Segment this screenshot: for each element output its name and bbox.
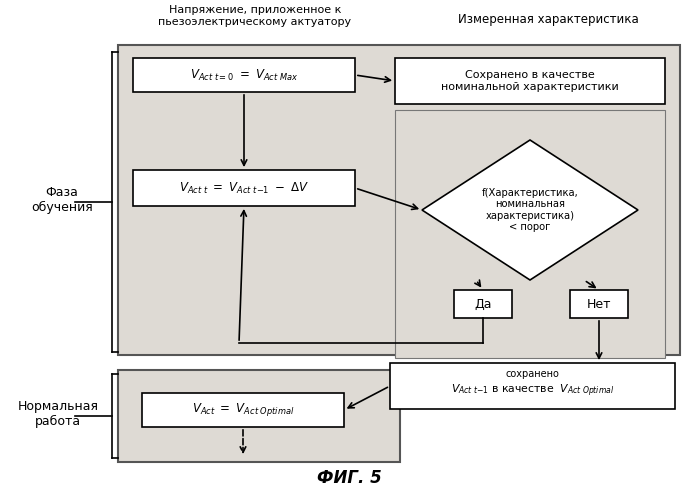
Bar <box>570 290 628 318</box>
Bar <box>133 58 355 92</box>
Text: Измеренная характеристика: Измеренная характеристика <box>458 14 638 26</box>
Text: Нормальная
работа: Нормальная работа <box>17 400 99 428</box>
Text: $V_{Act\ t=0}\ =\ V_{Act\ Max}$: $V_{Act\ t=0}\ =\ V_{Act\ Max}$ <box>190 68 298 83</box>
Text: Нет: Нет <box>586 298 611 311</box>
Bar <box>395 58 665 104</box>
Text: f(Характеристика,
номинальная
характеристика)
< порог: f(Характеристика, номинальная характерис… <box>482 187 578 232</box>
Text: $V_{Act\ t}\ =\ V_{Act\ t\mathregular{-}1}\ -\ \Delta V$: $V_{Act\ t}\ =\ V_{Act\ t\mathregular{-}… <box>179 181 309 196</box>
Bar <box>454 290 512 318</box>
Text: Напряжение, приложенное к
пьезоэлектрическому актуатору: Напряжение, приложенное к пьезоэлектриче… <box>159 5 352 27</box>
Text: сохранено: сохранено <box>505 369 559 379</box>
Bar <box>390 363 675 409</box>
Bar <box>118 45 680 355</box>
Text: ФИГ. 5: ФИГ. 5 <box>317 469 382 487</box>
Text: Да: Да <box>474 298 492 311</box>
Polygon shape <box>422 140 638 280</box>
Text: $V_{Act\ t\mathregular{-}1}$ в качестве  $V_{Act\ Optimal}$: $V_{Act\ t\mathregular{-}1}$ в качестве … <box>451 383 614 399</box>
Bar <box>395 110 665 358</box>
Text: Сохранено в качестве
номинальной характеристики: Сохранено в качестве номинальной характе… <box>441 70 619 92</box>
Text: Фаза
обучения: Фаза обучения <box>31 186 93 214</box>
Bar <box>133 170 355 206</box>
Bar <box>118 370 400 462</box>
Bar <box>142 393 344 427</box>
Text: $V_{Act}\ =\ V_{Act\ Optimal}$: $V_{Act}\ =\ V_{Act\ Optimal}$ <box>192 401 294 418</box>
